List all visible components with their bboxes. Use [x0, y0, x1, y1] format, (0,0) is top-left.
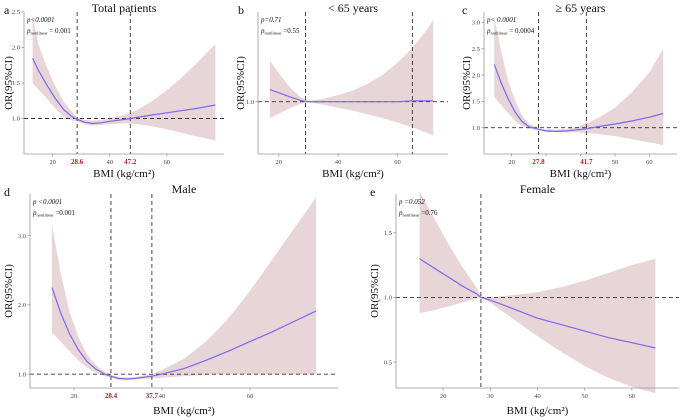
panel-a-y-tick-label: 1.5	[12, 80, 20, 87]
panel-c-x-axis-label: BMI (kg/cm²)	[550, 168, 612, 180]
panel-c-y-tick-label: 3.0	[472, 20, 480, 27]
panel-e-x-tick-label: 20	[440, 393, 447, 400]
panel-c-ci-band	[494, 17, 664, 146]
panel-c-y-tick-label: 2.0	[472, 72, 480, 79]
panel-a-y-tick-label: 2.5	[12, 9, 20, 16]
panel-c-y-axis-label: OR(95%CI)	[461, 56, 473, 110]
panel-d-y-tick-label: 2.0	[18, 302, 26, 309]
panel-a-ci-band	[32, 15, 216, 141]
panel-c-letter: c	[462, 3, 467, 17]
panel-a-x-tick-label: 20	[49, 159, 56, 166]
panel-d-x-axis-label: BMI (kg/cm²)	[153, 405, 215, 417]
panel-d-y-tick-label: 1.0	[18, 371, 26, 378]
panel-c-or-curve	[493, 64, 664, 133]
panel-c-x-tick-label: 50	[612, 159, 619, 166]
panel-a-y-tick-label: 1.0	[12, 116, 20, 123]
panel-d-threshold-label-0: 28.4	[105, 392, 118, 400]
panel-d-y-axis-label: OR(95%CI)	[3, 264, 15, 318]
panel-e-y-tick-label: 0.5	[384, 359, 392, 366]
panel-c-p-overall: p< 0.0001	[486, 16, 516, 24]
panel-c-x-tick-label: 20	[508, 159, 515, 166]
panel-b-letter: b	[238, 3, 244, 17]
panel-a-title: Total patients	[92, 1, 157, 15]
panel-a-or-curve	[32, 57, 216, 125]
panel-e-x-tick-label: 60	[629, 393, 636, 400]
panel-b: 20 40 60 1.0 b < 65 years p=0.71 pnonlinear =0.…	[235, 1, 448, 180]
panel-d-x-tick-label: 40	[159, 393, 166, 400]
panel-d-or-curve	[51, 287, 317, 380]
panel-d-threshold-label-1: 37.7	[146, 392, 159, 400]
panel-e-p-nonlinear: pnonlinear =0.76	[398, 209, 438, 218]
panel-a-x-axis-label: BMI (kg/cm²)	[93, 168, 155, 180]
panel-e-y-tick-label: 1.5	[384, 230, 392, 237]
panel-d-p-nonlinear: pnonlinear =0.001	[32, 209, 75, 218]
panel-e-x-tick-label: 40	[534, 393, 541, 400]
panel-b-x-tick-label: 40	[335, 159, 342, 166]
panel-b-title: < 65 years	[328, 1, 378, 15]
panel-d-ci-band	[52, 197, 316, 381]
panel-b-ci-band	[269, 19, 434, 136]
panel-c-title: ≥ 65 years	[556, 1, 606, 15]
panel-d-title: Male	[172, 182, 197, 196]
panel-e-p-overall: p =0.052	[398, 198, 425, 206]
panel-e-y-axis-label: OR(95%CI)	[369, 264, 381, 318]
panel-d-letter: d	[4, 185, 10, 199]
panel-e-ci-band	[419, 191, 656, 394]
panel-a-x-tick-label: 60	[164, 159, 171, 166]
panel-a-p-nonlinear: pnonlinear = 0.001	[26, 27, 71, 36]
panel-b-p-overall: p=0.71	[260, 16, 281, 24]
panel-a-p-overall: p<0.0001	[26, 16, 54, 24]
panel-c-y-tick-label: 1.5	[472, 99, 480, 106]
panel-c: 20 50 60 1.0 1.5 2.0 2.5 3.0 27.8 41.7 c ≥ 65 years…	[461, 1, 677, 180]
panel-b-x-tick-label: 20	[276, 159, 283, 166]
panel-c-x-tick-label: 60	[646, 159, 653, 166]
panel-d: 20 40 60 1.0 2.0 3.0 28.4 37.7 d Male p <0.0001 pno…	[3, 182, 338, 417]
panel-b-x-tick-label: 60	[394, 159, 401, 166]
panel-a-letter: a	[4, 3, 10, 17]
panel-e: 20 30 40 50 60 0.5 1.0 1.5 e Female p =0.052 pnonli…	[369, 182, 679, 417]
panel-c-p-nonlinear: pnonlinear = 0.0004	[486, 27, 535, 36]
panel-c-threshold-label-1: 41.7	[580, 158, 593, 166]
panel-b-p-nonlinear: pnonlinear =0.55	[260, 27, 300, 36]
panel-d-x-tick-label: 60	[247, 393, 254, 400]
panel-a-threshold-label-1: 47.2	[124, 158, 137, 166]
panel-e-title: Female	[520, 182, 555, 196]
panel-a-threshold-label-0: 28.6	[71, 158, 84, 166]
panel-a-y-axis-label: OR(95%CI)	[3, 56, 15, 110]
panel-b-y-axis-label: OR(95%CI)	[235, 56, 247, 110]
panel-c-y-tick-label: 1.0	[472, 125, 480, 132]
panel-c-y-tick-label: 2.5	[472, 46, 480, 53]
panel-c-threshold-label-0: 27.8	[532, 158, 545, 166]
panel-d-p-overall: p <0.0001	[32, 198, 62, 206]
panel-e-letter: e	[370, 185, 375, 199]
panel-e-x-tick-label: 50	[581, 393, 588, 400]
panel-e-x-axis-label: BMI (kg/cm²)	[507, 405, 569, 417]
panel-a-y-tick-label: 2.0	[12, 45, 20, 52]
panel-d-x-tick-label: 20	[71, 393, 78, 400]
panel-b-y-tick-label: 1.0	[246, 99, 254, 106]
panel-e-x-tick-label: 30	[487, 393, 494, 400]
panel-a: 20 40 60 1.0 1.5 2.0 2.5 28.6 47.2 a Total patient…	[3, 1, 224, 180]
panel-b-x-axis-label: BMI (kg/cm²)	[322, 168, 384, 180]
panel-b-or-curve	[269, 89, 434, 103]
panel-e-y-tick-label: 1.0	[384, 295, 392, 302]
panel-e-or-curve	[419, 258, 656, 349]
panel-a-x-tick-label: 40	[106, 159, 113, 166]
panel-d-y-tick-label: 3.0	[18, 233, 26, 240]
